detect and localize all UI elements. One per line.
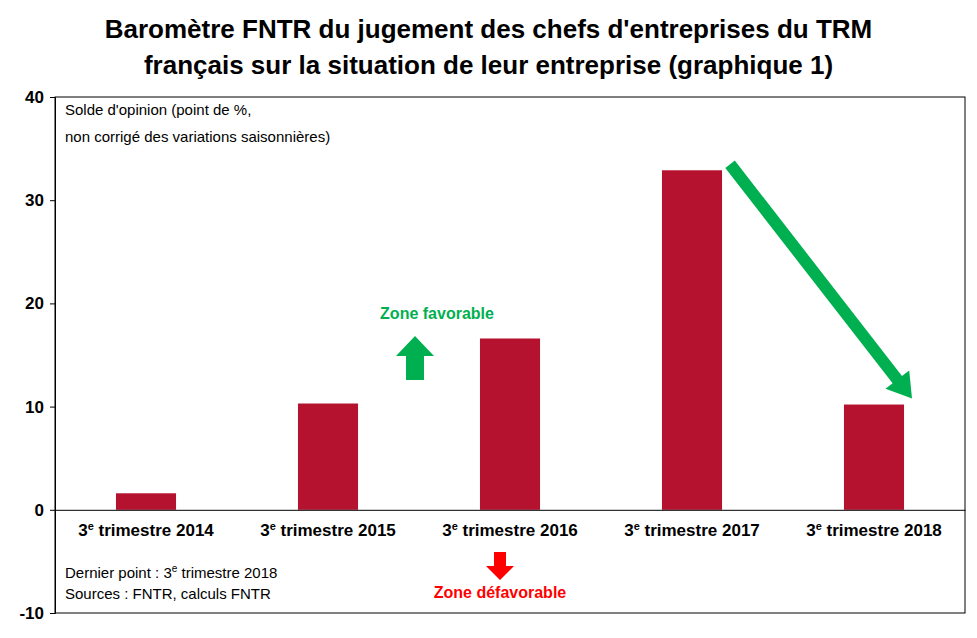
y-tick: 40 xyxy=(25,88,55,107)
text-part: trimestre 2014 xyxy=(94,521,215,540)
y-tick-mark xyxy=(50,613,55,614)
y-tick: 30 xyxy=(25,191,55,210)
y-tick-label: 40 xyxy=(25,88,44,107)
x-tick: 3e trimestre 2014 xyxy=(78,520,214,540)
title: français sur la situation de leur entrep… xyxy=(144,50,833,80)
zone-favorable: Zone favorable xyxy=(380,305,494,322)
y-tick: 10 xyxy=(25,398,55,417)
x-tick-label: 3e trimestre 2015 xyxy=(260,520,396,540)
y-tick-label: 30 xyxy=(25,191,44,210)
bar xyxy=(116,493,176,510)
text-part: Sources : FNTR, calculs FNTR xyxy=(65,585,271,602)
text-part: trimestre 2017 xyxy=(640,521,760,540)
text-part: 3 xyxy=(442,521,451,540)
footnote: Dernier point : 3e trimestre 2018 xyxy=(65,563,277,581)
y-tick-label: 20 xyxy=(25,294,44,313)
y-tick-label: 10 xyxy=(25,398,44,417)
plot-frame xyxy=(55,97,965,613)
x-tick-label: 3e trimestre 2017 xyxy=(624,520,760,540)
text-part: trimestre 2016 xyxy=(458,521,578,540)
x-tick-label: 3e trimestre 2014 xyxy=(78,520,214,540)
text-part: 3 xyxy=(260,521,269,540)
y-axis: -10 0 10 20 30 40 xyxy=(19,88,55,623)
y-axis-line xyxy=(50,98,56,614)
chart: Baromètre FNTR du jugement des chefs d'e… xyxy=(0,0,977,638)
y-tick-label: 0 xyxy=(35,501,44,520)
text-part: Dernier point : 3 xyxy=(65,564,172,581)
x-tick: 3e trimestre 2016 xyxy=(442,520,578,540)
y-tick-mark xyxy=(50,407,55,408)
y-tick-mark xyxy=(50,303,55,304)
y-tick: -10 xyxy=(19,604,55,623)
title: Baromètre FNTR du jugement des chefs d'e… xyxy=(105,14,873,44)
up-arrow xyxy=(396,336,434,380)
y-tick: 20 xyxy=(25,294,55,313)
y-note: Solde d'opinion (point de %, xyxy=(65,101,251,118)
bar xyxy=(844,405,904,510)
y-tick-label: -10 xyxy=(19,604,44,623)
zone-defavorable: Zone défavorable xyxy=(434,584,567,601)
trend-arrow xyxy=(725,161,912,399)
x-axis: 3e trimestre 2014 3e trimestre 2015 3e tri… xyxy=(56,510,966,540)
footnote: Sources : FNTR, calculs FNTR xyxy=(65,585,271,602)
y-tick-mark xyxy=(50,510,55,511)
text-part: 3 xyxy=(78,521,87,540)
y-tick: 0 xyxy=(35,501,55,520)
x-tick-label: 3e trimestre 2016 xyxy=(442,520,578,540)
text-part: 3 xyxy=(624,521,633,540)
y-tick-mark xyxy=(50,97,55,98)
down-arrow xyxy=(486,552,514,580)
x-tick: 3e trimestre 2017 xyxy=(624,520,760,540)
bar xyxy=(298,404,358,510)
bar xyxy=(662,170,722,510)
text-part: 3 xyxy=(806,521,815,540)
x-tick-label: 3e trimestre 2018 xyxy=(806,520,942,540)
x-tick: 3e trimestre 2015 xyxy=(260,520,396,540)
bar xyxy=(480,338,540,509)
x-axis-line xyxy=(56,510,966,511)
x-tick: 3e trimestre 2018 xyxy=(806,520,942,540)
bars xyxy=(116,170,904,510)
text-part: trimestre 2018 xyxy=(822,521,942,540)
y-tick-mark xyxy=(50,200,55,201)
text-part: trimestre 2015 xyxy=(276,521,396,540)
text-part: trimestre 2018 xyxy=(177,564,277,581)
y-note: non corrigé des variations saisonnières) xyxy=(65,128,330,145)
